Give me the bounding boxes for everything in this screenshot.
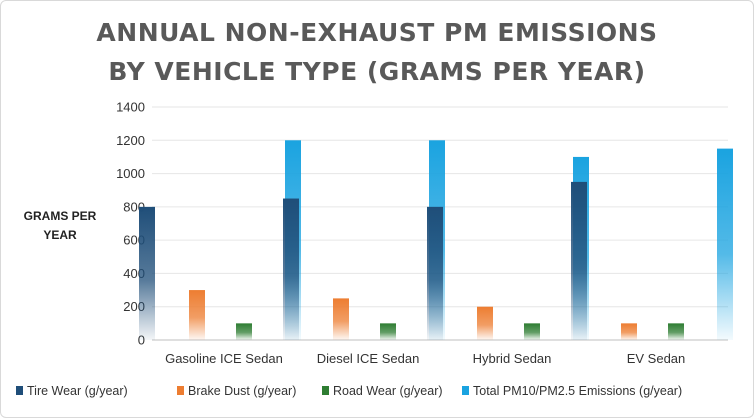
x-tick-labels: Gasoline ICE Sedan Diesel ICE Sedan Hybrid…	[165, 351, 685, 366]
y-axis-label: GRAMS PER YEAR	[18, 207, 102, 245]
bar-road-wear	[236, 323, 252, 340]
bar-road-wear	[380, 323, 396, 340]
y-tick-label: 1400	[116, 100, 145, 115]
bar-tire-wear	[283, 198, 299, 340]
bar-tire-wear	[571, 181, 587, 340]
chart-title-line-1: ANNUAL NON-EXHAUST PM EMISSIONS	[96, 18, 658, 47]
legend-swatch	[16, 386, 23, 395]
bar-tire-wear	[427, 206, 443, 340]
x-tick-label: Hybrid Sedan	[473, 351, 552, 366]
bar-road-wear	[524, 323, 540, 340]
y-tick-label: 1000	[116, 166, 145, 181]
legend-label: Road Wear (g/year)	[333, 384, 443, 398]
y-axis-label-line-1: GRAMS PER	[23, 209, 97, 223]
legend-swatch	[322, 386, 329, 395]
chart-title-line-2: BY VEHICLE TYPE (GRAMS PER YEAR)	[108, 57, 646, 86]
bar-brake-dust	[621, 323, 637, 340]
legend: Tire Wear (g/year) Brake Dust (g/year) Roa…	[16, 384, 682, 398]
legend-swatch	[462, 386, 469, 395]
x-tick-label: Diesel ICE Sedan	[317, 351, 420, 366]
bar-brake-dust	[333, 298, 349, 340]
bar-brake-dust	[189, 290, 205, 340]
bar-road-wear	[668, 323, 684, 340]
legend-label: Tire Wear (g/year)	[27, 384, 128, 398]
x-tick-label: Gasoline ICE Sedan	[165, 351, 283, 366]
bar-total-emissions	[717, 148, 733, 340]
y-tick-label: 1200	[116, 133, 145, 148]
legend-label: Brake Dust (g/year)	[188, 384, 296, 398]
legend-label: Total PM10/PM2.5 Emissions (g/year)	[473, 384, 682, 398]
bar-tire-wear	[139, 206, 155, 340]
bar-layer	[139, 140, 733, 340]
bar-brake-dust	[477, 306, 493, 340]
x-tick-label: EV Sedan	[627, 351, 686, 366]
legend-swatch	[177, 386, 184, 395]
y-axis-label-line-2: YEAR	[43, 228, 77, 242]
